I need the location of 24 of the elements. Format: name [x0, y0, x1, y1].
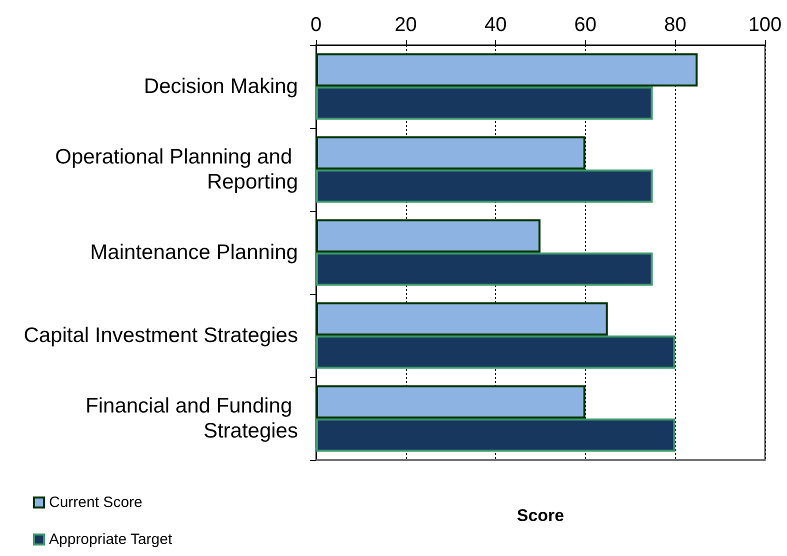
bar [316, 302, 608, 336]
x-tick-label: 20 [394, 14, 417, 36]
bar [316, 418, 676, 452]
x-tick-label: 80 [664, 14, 686, 36]
y-tick-label: Financial and Funding Strategies [86, 394, 298, 442]
bar [316, 252, 653, 286]
x-tick-label: 60 [574, 14, 597, 36]
legend-label: Current Score [49, 494, 142, 511]
y-tick-label: Capital Investment Strategies [24, 324, 298, 347]
bar [316, 336, 676, 369]
bar [316, 385, 586, 418]
x-axis-title: Score [516, 506, 564, 525]
y-tick-label: Maintenance Planning [90, 241, 298, 264]
y-tick-label: Decision Making [144, 75, 298, 98]
x-tick-label: 100 [748, 14, 782, 36]
bar [316, 53, 698, 86]
bar [316, 219, 540, 252]
bar [316, 86, 653, 120]
y-tick-label: Operational Planning and Reporting [55, 146, 298, 194]
x-tick-label: 40 [484, 14, 507, 36]
bar [316, 170, 653, 203]
x-tick-label: 0 [310, 14, 322, 36]
legend-label: Appropriate Target [49, 531, 173, 548]
bar [316, 136, 586, 170]
